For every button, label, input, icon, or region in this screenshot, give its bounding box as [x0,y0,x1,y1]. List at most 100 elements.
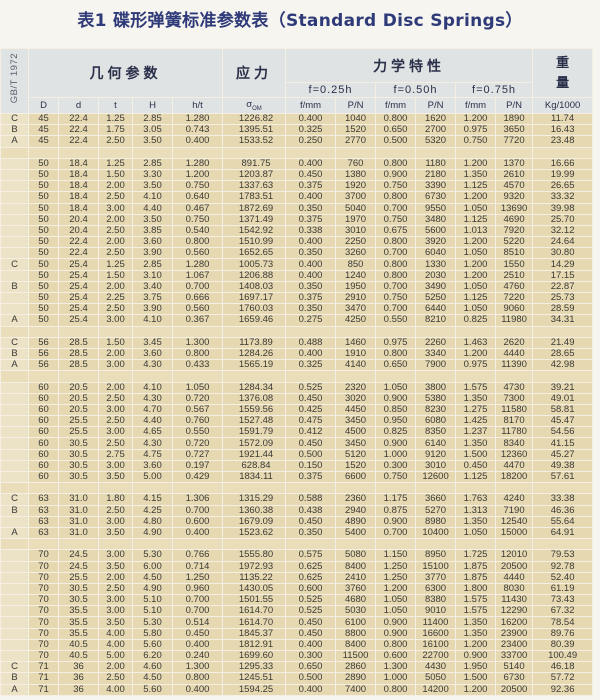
cell-f3: 1.200 [455,112,497,126]
cell-p1: 3260 [335,247,377,260]
cell-series: C [0,661,29,674]
cell-f1: 0.438 [285,504,337,517]
cell-H: 3.60 [132,347,173,361]
cell-d: 18.4 [58,168,99,182]
cell-series [0,470,29,484]
cell-D: 50 [28,303,59,316]
cell-D: 60 [28,415,59,428]
cell-h-t: 1.306 [171,493,224,506]
spacer-cell [455,482,497,495]
cell-series [0,202,29,215]
cell-series: C [0,258,29,271]
cell-f3: 0.750 [455,135,497,148]
cell-sigma: 1005.73 [222,258,287,271]
cell-h-t: 0.750 [171,180,224,193]
cell-d: 25.4 [58,280,99,294]
cell-f1: 0.350 [285,303,337,316]
cell-p2: 5380 [415,392,457,405]
cell-sigma: 1697.17 [222,291,287,305]
cell-series [0,448,29,461]
spacer-cell [455,538,497,551]
cell-f3: 1.125 [455,213,497,226]
spacer-cell [0,370,29,383]
cell-series [0,180,29,193]
spacer-cell [222,325,287,338]
table-row: 60 25.5 2.50 4.40 0.760 1527.48 0.475 3450 0.950… [0,415,594,428]
cell-p2: 9120 [415,448,457,461]
spacer-cell [171,325,224,338]
cell-H: 5.30 [132,549,173,562]
cell-p1: 2320 [335,381,377,394]
cell-t: 3.00 [98,594,133,607]
cell-p1: 4250 [335,314,377,327]
cell-H: 5.60 [132,638,173,652]
cell-p2: 5270 [415,504,457,517]
cell-t: 3.00 [98,459,133,473]
cell-t: 2.00 [98,347,133,361]
cell-D: 45 [28,112,59,126]
cell-h-t: 0.560 [171,247,224,260]
cell-d: 25.5 [58,426,99,439]
cell-series [0,213,29,226]
cell-h-t: 1.250 [171,571,224,584]
cell-p2: 12600 [415,470,457,484]
cell-f3: 1.463 [455,336,497,349]
cell-f1: 0.375 [285,213,337,226]
cell-H: 4.40 [132,415,173,428]
cell-H: 4.10 [132,381,173,394]
spacer-cell [222,146,287,159]
cell-H: 4.65 [132,426,173,439]
cell-f3: 1.575 [455,605,497,618]
cell-h-t: 0.550 [171,426,224,439]
cell-f2: 0.550 [375,314,417,327]
cell-series: C [0,112,29,126]
cell-weight: 67.32 [532,605,594,618]
cell-H: 4.25 [132,504,173,517]
cell-p1: 8800 [335,627,377,640]
cell-p1: 4500 [335,426,377,439]
cell-d: 35.5 [58,616,99,629]
cell-p2: 5250 [415,291,457,305]
cell-series [0,616,29,629]
cell-H: 2.85 [132,112,173,126]
weight-label-1: 重 [556,55,570,70]
cell-f1: 0.525 [285,381,337,394]
cell-sigma: 1972.93 [222,560,287,573]
cell-d: 20.5 [58,381,99,394]
cell-t: 1.25 [98,157,133,170]
cell-p1: 2770 [335,135,377,148]
cell-sigma: 1812.91 [222,638,287,652]
cell-p2: 6080 [415,415,457,428]
cell-f2: 0.800 [375,112,417,126]
cell-h-t: 0.666 [171,291,224,305]
cell-t: 3.00 [98,202,133,215]
cell-p3: 20500 [495,560,534,573]
spacer-cell [335,146,377,159]
cell-weight: 57.61 [532,470,594,484]
spacer-cell [532,325,594,338]
table-row: 70 40.5 5.00 6.20 0.240 1699.60 0.300 11500 0.60… [0,649,594,663]
cell-p3: 4690 [495,213,534,226]
cell-f2: 1.250 [375,571,417,584]
cell-p3: 1550 [495,258,534,271]
cell-f1: 0.400 [285,638,337,652]
table-row: 70 40.5 4.00 5.60 0.400 1812.91 0.400 8400 0.800… [0,638,594,652]
cell-h-t: 0.240 [171,649,224,663]
cell-f2: 1.000 [375,672,417,685]
cell-h-t: 1.300 [171,661,224,674]
cell-f1: 0.525 [285,605,337,618]
spacer-cell [171,538,224,551]
cell-series [0,515,29,528]
spacer-cell [495,482,534,495]
cell-t: 2.00 [98,213,133,226]
cell-f1: 0.250 [285,135,337,148]
cell-D: 50 [28,280,59,294]
cell-weight: 57.72 [532,672,594,685]
cell-p3: 4730 [495,381,534,394]
cell-p1: 2890 [335,672,377,685]
cell-p3: 11980 [495,314,534,327]
cell-f3: 0.450 [455,459,497,473]
cell-f2: 1.250 [375,560,417,573]
cell-h-t: 0.450 [171,627,224,640]
cell-f3: 1.237 [455,426,497,439]
